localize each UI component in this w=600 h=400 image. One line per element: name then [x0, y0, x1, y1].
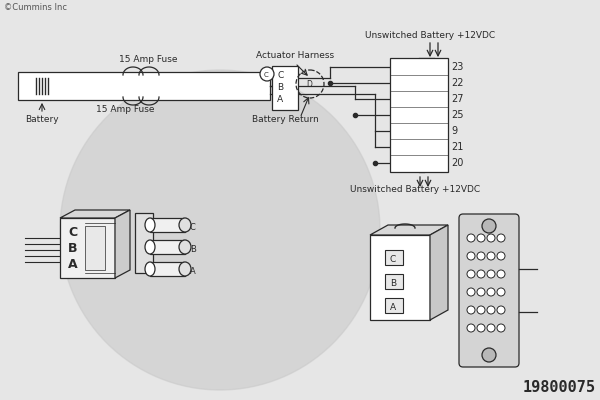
Circle shape — [487, 252, 495, 260]
Text: B: B — [390, 278, 396, 288]
Circle shape — [497, 324, 505, 332]
Text: Unswitched Battery +12VDC: Unswitched Battery +12VDC — [350, 185, 480, 194]
Circle shape — [467, 252, 475, 260]
Text: 19800075: 19800075 — [523, 380, 596, 395]
Circle shape — [467, 288, 475, 296]
Text: 27: 27 — [451, 94, 464, 104]
Ellipse shape — [179, 262, 191, 276]
Circle shape — [477, 324, 485, 332]
Circle shape — [260, 67, 274, 81]
Text: D: D — [306, 80, 312, 89]
Bar — [370, 235, 430, 320]
Bar — [150, 218, 185, 232]
Circle shape — [497, 288, 505, 296]
Bar — [385, 298, 403, 313]
Text: A: A — [190, 266, 196, 276]
Ellipse shape — [145, 262, 155, 276]
FancyBboxPatch shape — [459, 214, 519, 367]
Text: A: A — [68, 258, 77, 271]
Circle shape — [497, 234, 505, 242]
Text: ©Cummins Inc: ©Cummins Inc — [4, 3, 67, 12]
Text: Actuator Harness: Actuator Harness — [256, 51, 334, 60]
Text: 20: 20 — [451, 158, 463, 168]
Circle shape — [487, 270, 495, 278]
Bar — [150, 262, 185, 276]
Circle shape — [60, 70, 380, 390]
Text: C: C — [190, 222, 196, 232]
Circle shape — [482, 348, 496, 362]
Bar — [390, 58, 448, 172]
Circle shape — [467, 270, 475, 278]
Bar — [85, 226, 105, 270]
Bar — [385, 250, 403, 265]
Text: C: C — [68, 226, 77, 239]
Text: C: C — [264, 72, 269, 78]
Text: 23: 23 — [451, 62, 463, 72]
Bar — [135, 213, 153, 273]
Text: B: B — [68, 242, 77, 255]
Circle shape — [477, 288, 485, 296]
Bar — [272, 66, 298, 110]
Polygon shape — [430, 225, 448, 320]
Bar — [60, 218, 115, 278]
Circle shape — [477, 306, 485, 314]
Circle shape — [497, 270, 505, 278]
Text: B: B — [190, 244, 196, 254]
Text: A: A — [390, 302, 396, 312]
Text: 9: 9 — [451, 126, 457, 136]
Bar — [18, 72, 270, 100]
Text: 21: 21 — [451, 142, 463, 152]
Circle shape — [497, 252, 505, 260]
Circle shape — [487, 234, 495, 242]
Ellipse shape — [179, 218, 191, 232]
Bar — [150, 240, 185, 254]
Polygon shape — [60, 210, 130, 218]
Text: B: B — [277, 84, 283, 92]
Circle shape — [467, 234, 475, 242]
Text: 15 Amp Fuse: 15 Amp Fuse — [96, 105, 154, 114]
Circle shape — [467, 324, 475, 332]
Text: Battery Return: Battery Return — [251, 115, 319, 124]
Circle shape — [477, 270, 485, 278]
Polygon shape — [115, 210, 130, 278]
Circle shape — [477, 234, 485, 242]
Ellipse shape — [145, 240, 155, 254]
Polygon shape — [370, 225, 448, 235]
Circle shape — [467, 306, 475, 314]
Text: 22: 22 — [451, 78, 464, 88]
Circle shape — [477, 252, 485, 260]
Text: A: A — [277, 96, 283, 104]
Circle shape — [487, 306, 495, 314]
Text: C: C — [277, 72, 283, 80]
Text: Unswitched Battery +12VDC: Unswitched Battery +12VDC — [365, 31, 495, 40]
Circle shape — [487, 324, 495, 332]
Ellipse shape — [179, 240, 191, 254]
Ellipse shape — [145, 218, 155, 232]
Circle shape — [497, 306, 505, 314]
Text: 15 Amp Fuse: 15 Amp Fuse — [119, 55, 177, 64]
Bar — [385, 274, 403, 289]
Circle shape — [482, 219, 496, 233]
Text: C: C — [390, 254, 396, 264]
Text: Battery: Battery — [25, 115, 59, 124]
Circle shape — [487, 288, 495, 296]
Text: 25: 25 — [451, 110, 464, 120]
